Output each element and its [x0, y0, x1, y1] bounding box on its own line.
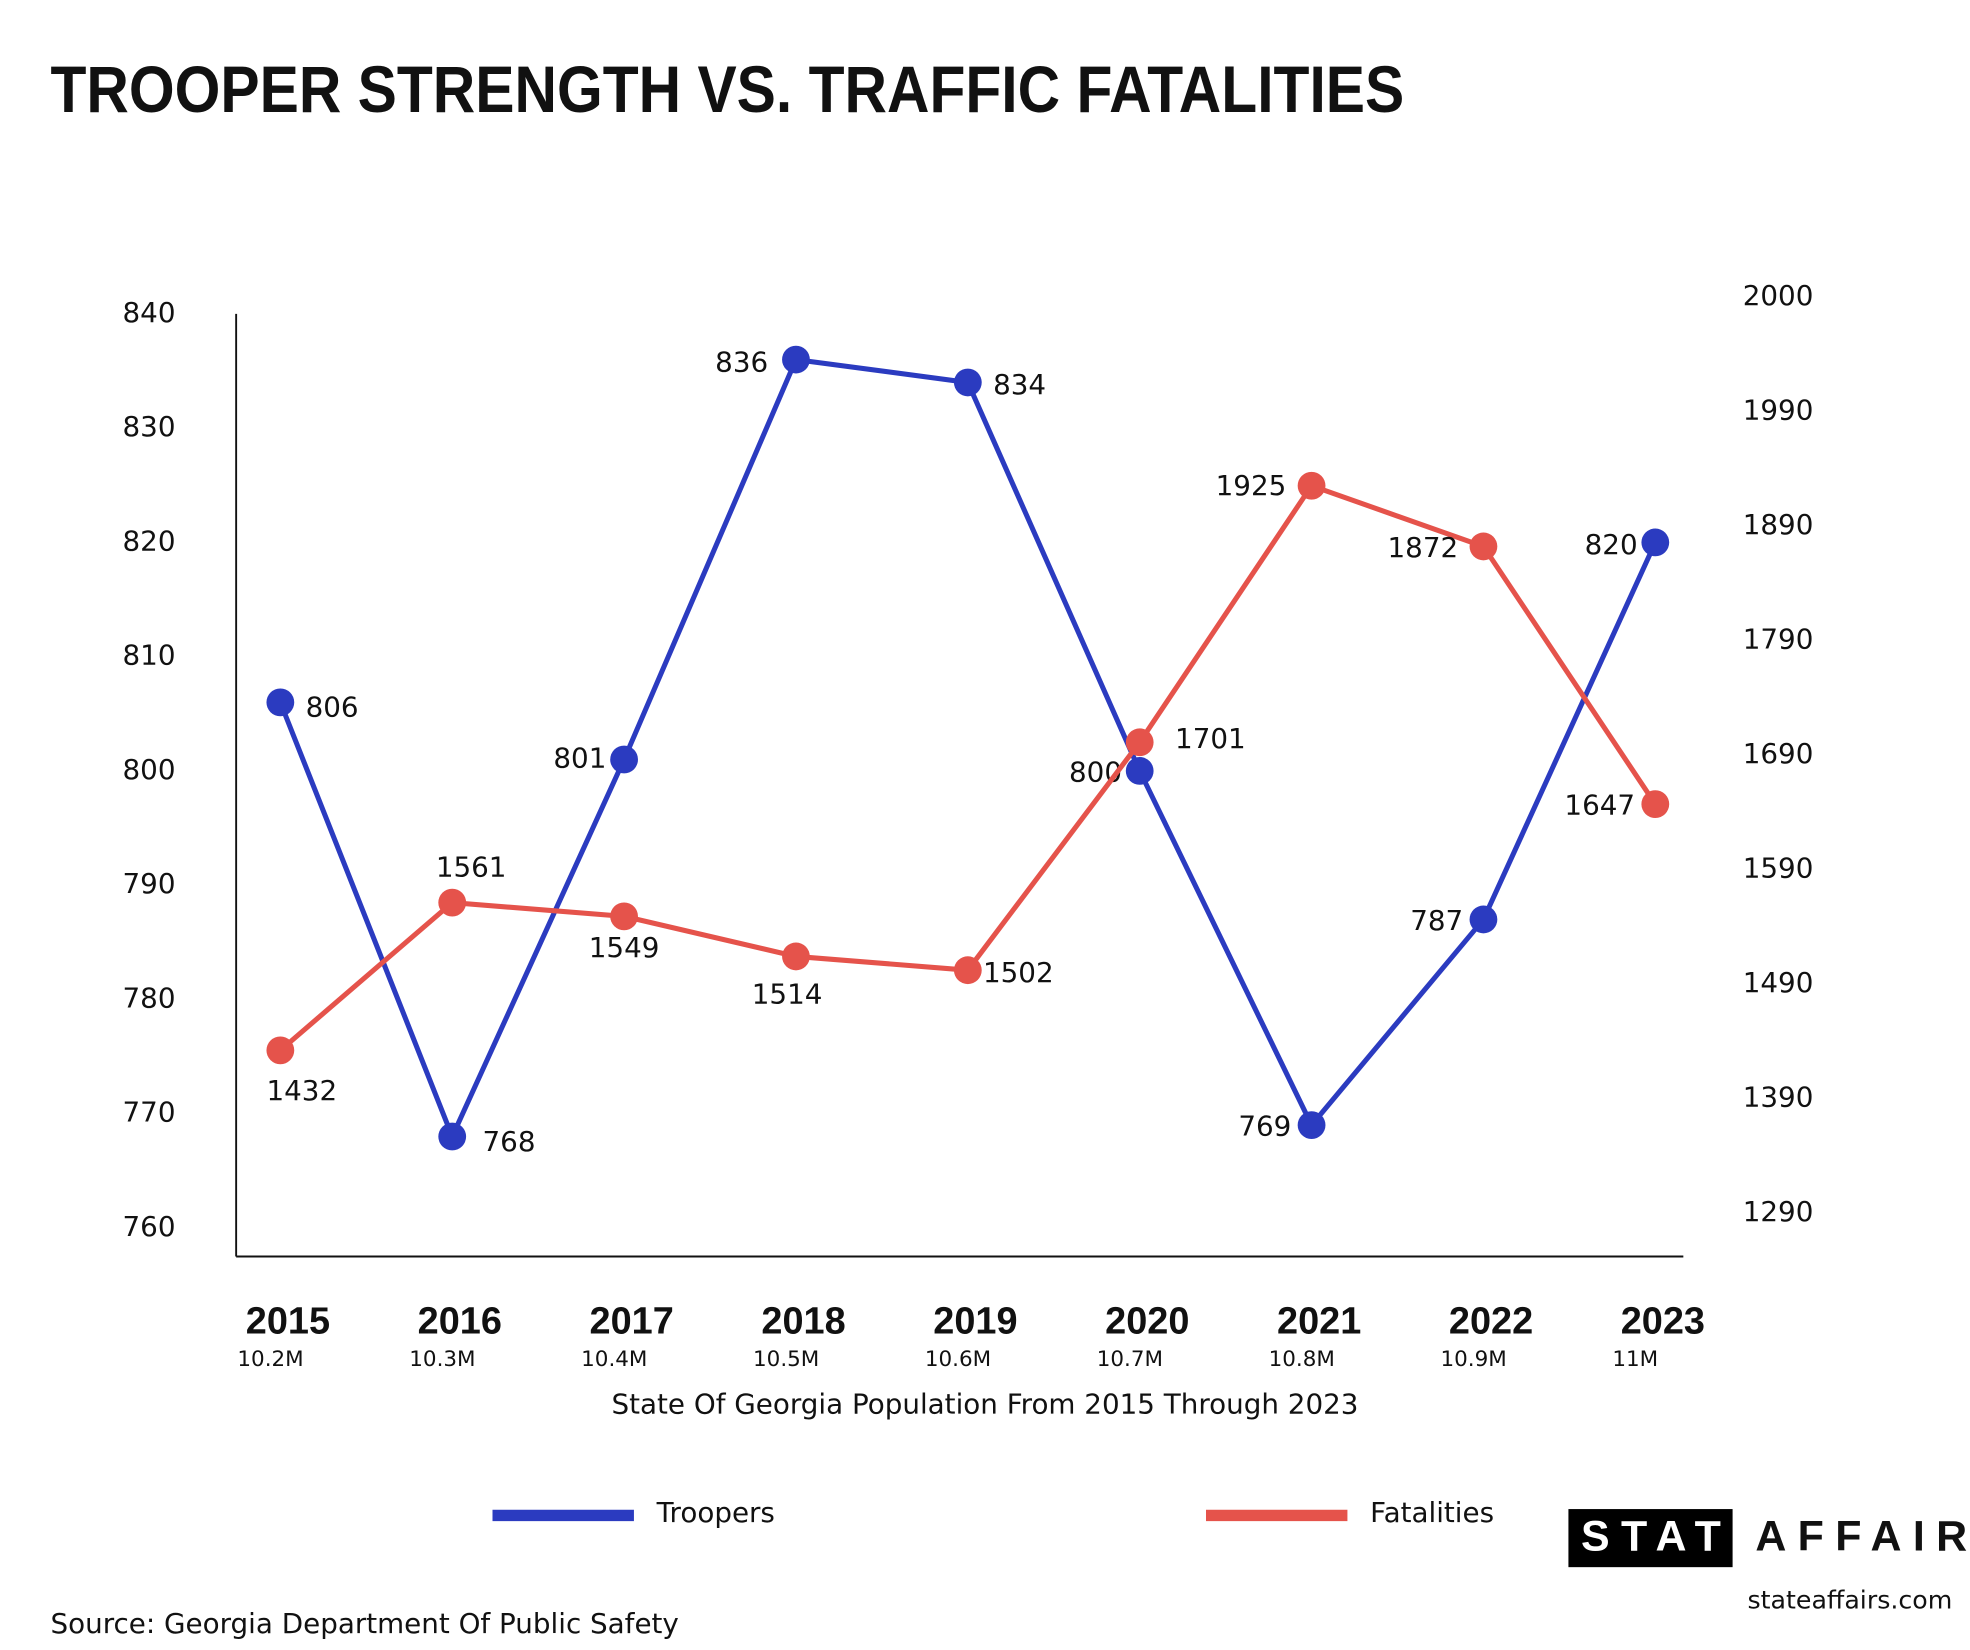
- y-tick-label: 810: [123, 639, 176, 672]
- data-point: [1469, 905, 1498, 934]
- data-point: [266, 688, 295, 717]
- y2-tick-label: 1590: [1743, 851, 1814, 884]
- y-tick-label: 800: [123, 753, 176, 786]
- population-label: 10.2M: [237, 1347, 303, 1372]
- data-label: 1925: [1216, 469, 1287, 502]
- data-point: [782, 345, 810, 374]
- data-label: 1502: [983, 956, 1054, 989]
- data-label: 1549: [589, 931, 660, 964]
- y2-tick-label: 1490: [1743, 966, 1814, 999]
- population-label: 10.3M: [409, 1347, 475, 1372]
- population-label: 10.7M: [1097, 1347, 1163, 1372]
- brand-word: AFFAIRS: [1755, 1513, 1970, 1561]
- data-label: 1514: [752, 978, 823, 1011]
- data-label: 769: [1238, 1110, 1291, 1143]
- data-label: 1647: [1564, 789, 1635, 822]
- data-point: [1469, 532, 1498, 561]
- y-tick-label: 790: [123, 867, 176, 900]
- series-line: [277, 356, 1658, 1143]
- population-label: 11M: [1612, 1347, 1658, 1372]
- population-label: 10.8M: [1269, 1347, 1335, 1372]
- data-point: [266, 1036, 295, 1065]
- y2-tick-label: 1290: [1743, 1195, 1814, 1228]
- brand-box: [1568, 1509, 1733, 1568]
- data-point: [1125, 757, 1154, 785]
- x-tick-label: 2018: [761, 1300, 845, 1342]
- data-point: [953, 956, 982, 985]
- data-label: 801: [553, 741, 606, 774]
- data-point: [953, 368, 982, 397]
- data-point: [610, 902, 638, 931]
- y-tick-label: 840: [123, 296, 176, 329]
- population-label: 10.9M: [1440, 1347, 1506, 1372]
- brand-word: STATE: [1581, 1513, 1772, 1561]
- x-tick-label: 2020: [1105, 1300, 1189, 1342]
- brand-url: stateaffairs.com: [1748, 1585, 1953, 1614]
- y2-tick-label: 1790: [1743, 622, 1814, 655]
- x-tick-label: 2022: [1449, 1300, 1533, 1342]
- y-tick-label: 820: [123, 524, 176, 557]
- data-label: 768: [483, 1125, 536, 1158]
- x-axis-label: State Of Georgia Population From 2015 Th…: [612, 1388, 1359, 1421]
- x-tick-label: 2021: [1277, 1300, 1361, 1342]
- population-label: 10.6M: [925, 1347, 991, 1372]
- y2-tick-label: 1390: [1743, 1080, 1814, 1113]
- data-label: 820: [1585, 528, 1638, 561]
- data-point: [1297, 1111, 1326, 1140]
- data-label: 836: [715, 345, 768, 378]
- data-point: [438, 1122, 467, 1151]
- x-tick-label: 2019: [933, 1300, 1017, 1342]
- data-point: [1641, 790, 1670, 819]
- x-tick-label: 2015: [246, 1300, 330, 1342]
- source: Source: Georgia Department Of Public Saf…: [51, 1607, 679, 1640]
- data-point: [610, 745, 638, 774]
- data-label: 806: [306, 691, 359, 724]
- data-point: [1125, 728, 1154, 757]
- y-tick-label: 760: [123, 1210, 176, 1243]
- data-point: [1641, 528, 1670, 557]
- data-label: 1872: [1388, 531, 1459, 564]
- x-tick-label: 2016: [418, 1300, 502, 1342]
- legend-label: Fatalities: [1370, 1496, 1494, 1529]
- x-tick-label: 2023: [1621, 1300, 1705, 1342]
- x-tick-label: 2017: [590, 1300, 674, 1342]
- data-label: 800: [1069, 755, 1122, 788]
- data-point: [438, 888, 467, 917]
- y2-tick-label: 1990: [1743, 393, 1814, 426]
- legend-label: Troopers: [656, 1496, 775, 1529]
- y2-tick-label: 1690: [1743, 737, 1814, 770]
- y2-tick-label: 2000: [1743, 279, 1814, 312]
- population-label: 10.5M: [753, 1347, 819, 1372]
- data-point: [1297, 471, 1326, 500]
- y-tick-label: 780: [123, 981, 176, 1014]
- chart-title: TROOPER STRENGTH VS. TRAFFIC FATALITIES: [51, 53, 1405, 126]
- data-label: 1432: [266, 1074, 337, 1107]
- data-label: 787: [1410, 904, 1463, 937]
- population-label: 10.4M: [581, 1347, 647, 1372]
- y-tick-label: 830: [123, 410, 176, 443]
- y2-tick-label: 1890: [1743, 508, 1814, 541]
- data-label: 834: [993, 368, 1046, 401]
- data-label: 1561: [436, 851, 507, 884]
- data-label: 1701: [1175, 722, 1246, 755]
- y-tick-label: 770: [123, 1096, 176, 1129]
- data-point: [782, 942, 810, 971]
